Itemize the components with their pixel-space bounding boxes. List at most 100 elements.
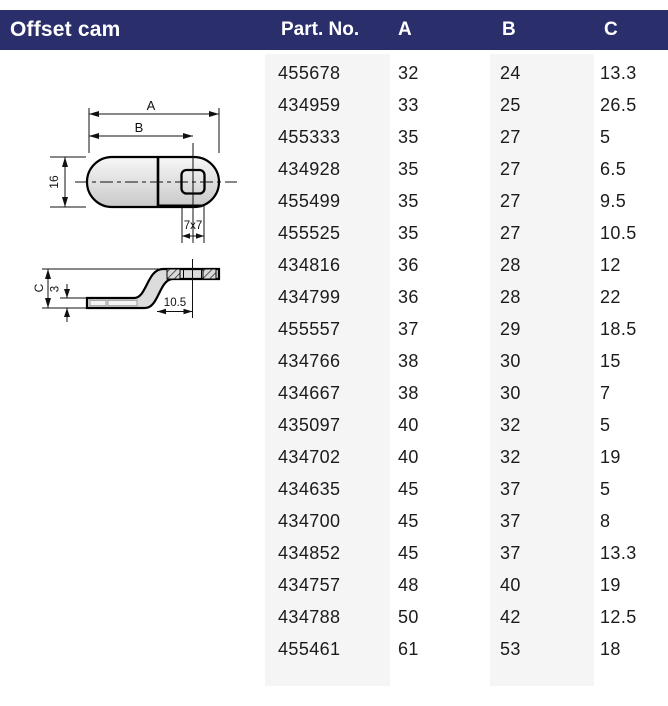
part-number-cell: 434667 (278, 383, 341, 403)
part-number-cell: 435097 (278, 415, 341, 435)
dim-c-cell: 7 (600, 383, 611, 403)
part-number-cell: 434928 (278, 159, 341, 179)
dim-c-cell: 18.5 (600, 319, 637, 339)
extension-lines-top-view (50, 108, 220, 243)
dim-a-cell: 45 (398, 479, 419, 499)
part-number-cell: 434799 (278, 287, 341, 307)
part-number-cell: 455678 (278, 63, 341, 83)
dim-c-cell: 19 (600, 447, 621, 467)
table-row: 434702 40 32 19 (0, 441, 668, 473)
dim-label-10-5: 10.5 (164, 297, 186, 309)
dim-b-cell: 25 (500, 95, 521, 115)
part-number-cell: 434852 (278, 543, 341, 563)
dim-a-cell: 37 (398, 319, 419, 339)
table-row: 434799 36 28 22 (0, 281, 668, 313)
arrowhead (196, 233, 204, 239)
dim-b-cell: 30 (500, 351, 521, 371)
arrowhead (45, 298, 51, 308)
part-number-cell: 434702 (278, 447, 341, 467)
dim-c-cell: 13.3 (600, 543, 637, 563)
dim-a-cell: 50 (398, 607, 419, 627)
table-row: 435097 40 32 5 (0, 409, 668, 441)
table-row: 455557 37 29 18.5 (0, 313, 668, 345)
part-number-cell: 455333 (278, 127, 341, 147)
section-hatch (202, 268, 217, 280)
arrowhead (64, 308, 70, 317)
section-hatch (166, 268, 181, 280)
parts-table: 455678 32 24 13.3 434959 33 25 26.5 4553… (0, 57, 668, 665)
table-row: 434667 38 30 7 (0, 377, 668, 409)
arrowhead (183, 133, 193, 139)
table-row: 455499 35 27 9.5 (0, 185, 668, 217)
part-number-cell: 434766 (278, 351, 341, 371)
dim-b-cell: 42 (500, 607, 521, 627)
dim-c-cell: 13.3 (600, 63, 637, 83)
dim-b-cell: 27 (500, 191, 521, 211)
dim-c-cell: 18 (600, 639, 621, 659)
column-header-part-no: Part. No. (281, 19, 360, 40)
part-number-cell: 434635 (278, 479, 341, 499)
table-row: 434700 45 37 8 (0, 505, 668, 537)
table-row: 455461 61 53 18 (0, 633, 668, 665)
dim-a-cell: 61 (398, 639, 419, 659)
dim-a-cell: 35 (398, 159, 419, 179)
dim-b-cell: 37 (500, 479, 521, 499)
header-bar: Offset cam Part. No. A B C (0, 10, 668, 50)
dim-b-cell: 32 (500, 415, 521, 435)
part-no-column-band (265, 54, 390, 686)
column-header-b: B (502, 19, 516, 40)
dim-c-cell: 8 (600, 511, 611, 531)
table-row: 455525 35 27 10.5 (0, 217, 668, 249)
dim-b-cell: 27 (500, 127, 521, 147)
table-row: 434959 33 25 26.5 (0, 89, 668, 121)
arrowhead (62, 157, 68, 167)
part-number-cell: 455525 (278, 223, 341, 243)
dim-a-cell: 32 (398, 63, 419, 83)
arrowhead (45, 269, 51, 279)
dim-b-cell: 28 (500, 255, 521, 275)
dim-c-cell: 5 (600, 127, 611, 147)
table-row: 434852 45 37 13.3 (0, 537, 668, 569)
dim-c-cell: 10.5 (600, 223, 637, 243)
dim-b-cell: 32 (500, 447, 521, 467)
technical-drawing: A B 16 7x7 (32, 98, 237, 322)
cam-side-view: C 3 10.5 (32, 259, 221, 322)
arrowhead (183, 308, 193, 315)
part-number-cell: 434700 (278, 511, 341, 531)
dim-b-cell: 37 (500, 543, 521, 563)
dim-a-cell: 48 (398, 575, 419, 595)
dim-a-cell: 35 (398, 127, 419, 147)
table-row: 434816 36 28 12 (0, 249, 668, 281)
dim-label-3: 3 (50, 286, 62, 292)
part-number-cell: 434757 (278, 575, 341, 595)
dim-c-cell: 6.5 (600, 159, 627, 179)
b-column-band (490, 54, 594, 686)
part-number-cell: 434816 (278, 255, 341, 275)
dim-label-c: C (32, 283, 46, 292)
dim-a-cell: 38 (398, 351, 419, 371)
dim-label-16: 16 (47, 175, 61, 189)
dim-c-cell: 5 (600, 479, 611, 499)
arrowhead (157, 308, 166, 315)
arrowhead (182, 233, 190, 239)
table-row: 434928 35 27 6.5 (0, 153, 668, 185)
table-row: 434635 45 37 5 (0, 473, 668, 505)
table-row: 455678 32 24 13.3 (0, 57, 668, 89)
part-number-cell: 455499 (278, 191, 341, 211)
part-number-cell: 455461 (278, 639, 341, 659)
dim-a-cell: 36 (398, 287, 419, 307)
dim-a-cell: 33 (398, 95, 419, 115)
dim-a-cell: 40 (398, 415, 419, 435)
dim-c-cell: 12 (600, 255, 621, 275)
dim-b-cell: 24 (500, 63, 521, 83)
dim-b-cell: 37 (500, 511, 521, 531)
dim-b-cell: 29 (500, 319, 521, 339)
dim-b-cell: 27 (500, 223, 521, 243)
dim-c-cell: 15 (600, 351, 621, 371)
arrowhead (209, 111, 219, 117)
dim-b-cell: 27 (500, 159, 521, 179)
dim-label-7x7: 7x7 (184, 220, 203, 232)
dim-c-cell: 19 (600, 575, 621, 595)
dim-c-cell: 5 (600, 415, 611, 435)
